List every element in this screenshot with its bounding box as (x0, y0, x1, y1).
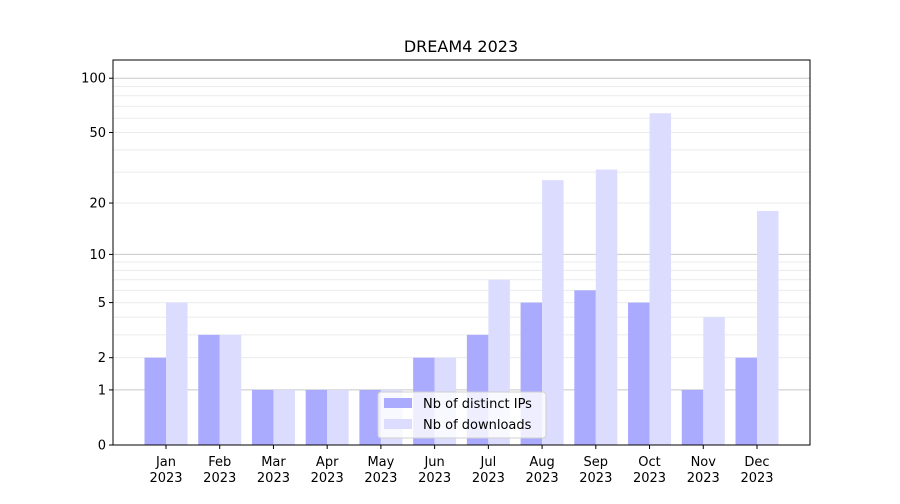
x-tick-label-year: 2023 (149, 471, 182, 486)
x-tick-label-month: Oct (638, 455, 660, 470)
y-tick-label: 100 (81, 72, 106, 87)
y-tick-label: 2 (98, 351, 106, 366)
bar-distinct-ips (198, 334, 220, 445)
bar-downloads (649, 113, 672, 446)
bar-distinct-ips (574, 290, 596, 445)
x-tick-label-year: 2023 (526, 471, 559, 486)
chart-title: DREAM4 2023 (404, 37, 518, 56)
y-tick-label: 5 (98, 296, 106, 311)
x-tick-label-month: May (367, 455, 394, 470)
legend: Nb of distinct IPs Nb of downloads (377, 391, 547, 439)
legend-swatch (384, 419, 412, 429)
bar-downloads (703, 317, 725, 445)
x-tick-label-month: Jun (423, 455, 444, 470)
legend-label: Nb of distinct IPs (423, 397, 532, 412)
x-tick-label-year: 2023 (364, 471, 397, 486)
bar-downloads (219, 334, 242, 445)
y-tick-label: 0 (98, 439, 106, 454)
x-tick-label-month: Nov (691, 455, 717, 470)
y-tick-label: 10 (89, 248, 106, 263)
y-tick-label: 1 (98, 383, 106, 398)
bar-downloads (327, 389, 349, 445)
bar-downloads (166, 302, 188, 445)
x-tick-label-year: 2023 (418, 471, 451, 486)
x-tick-label-year: 2023 (203, 471, 236, 486)
bar-distinct-ips (681, 389, 704, 445)
x-tick-label-month: Apr (316, 455, 339, 470)
y-tick-label: 20 (89, 197, 106, 212)
bar-distinct-ips (144, 357, 166, 445)
x-tick-label-month: Dec (744, 455, 769, 470)
legend-label: Nb of downloads (423, 418, 532, 433)
x-tick-label-year: 2023 (311, 471, 344, 486)
bar-downloads (595, 169, 618, 445)
x-tick-label-year: 2023 (687, 471, 720, 486)
bar-distinct-ips (305, 389, 328, 445)
x-tick-label-year: 2023 (633, 471, 666, 486)
bar-downloads (273, 389, 295, 445)
x-tick-label-year: 2023 (579, 471, 612, 486)
legend-swatch (384, 398, 412, 408)
x-tick-label-month: Sep (584, 455, 609, 470)
x-tick-label-month: Mar (261, 455, 286, 470)
bar-distinct-ips (628, 302, 650, 445)
x-tick-label-month: Aug (529, 455, 554, 470)
bar-distinct-ips (251, 389, 274, 445)
x-tick-label-month: Jan (155, 455, 176, 470)
x-tick-label-month: Jul (480, 455, 497, 470)
x-tick-label-year: 2023 (740, 471, 773, 486)
x-tick-label-month: Feb (208, 455, 231, 470)
bar-downloads (757, 210, 779, 445)
x-tick-label-year: 2023 (257, 471, 290, 486)
y-tick-label: 50 (89, 126, 106, 141)
plot-frame (112, 59, 811, 446)
x-tick-label-year: 2023 (472, 471, 505, 486)
legend-box (377, 391, 547, 439)
bar-downloads (542, 180, 564, 445)
bar-distinct-ips (359, 389, 381, 445)
bar-distinct-ips (735, 357, 757, 445)
